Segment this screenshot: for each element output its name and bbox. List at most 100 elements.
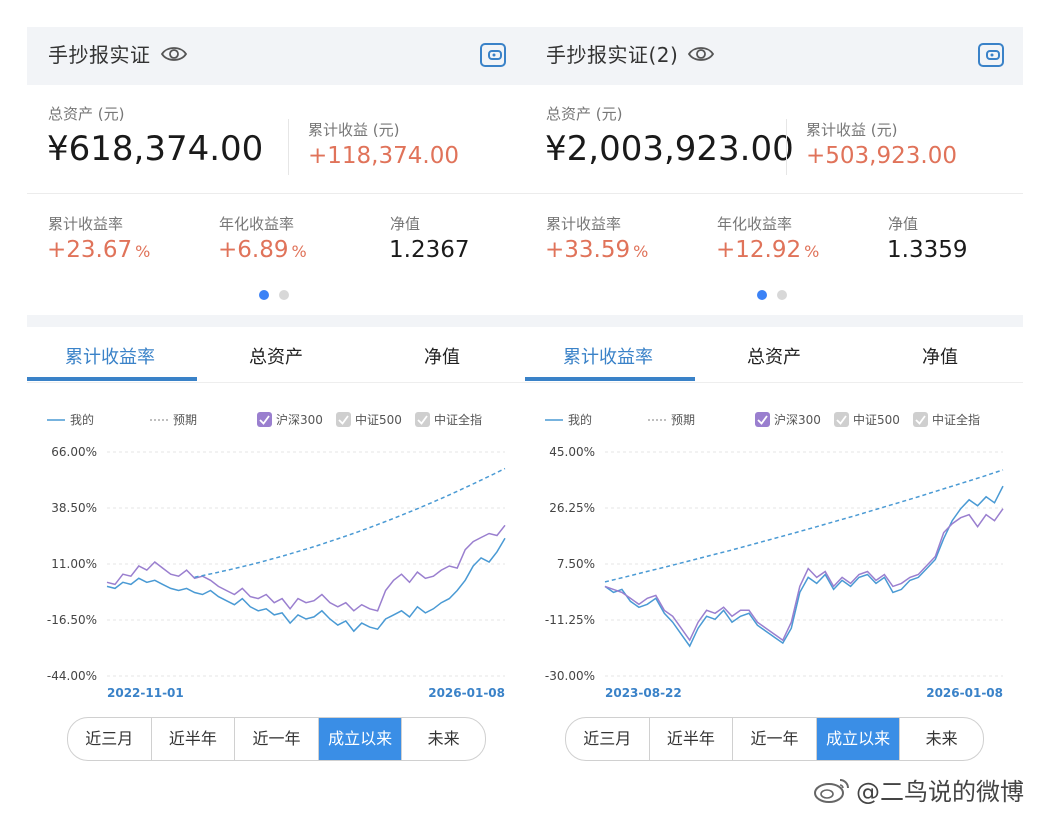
checkbox-icon[interactable] [336, 412, 351, 427]
series-line-mine [106, 537, 506, 633]
check-icon [757, 415, 768, 425]
eye-icon[interactable] [160, 45, 187, 63]
legend-checkbox-zz500[interactable]: 中证500 [834, 412, 900, 427]
legend-checkbox-zz500[interactable]: 中证500 [336, 412, 402, 427]
divider [288, 119, 289, 175]
y-tick-label: 66.00% [51, 445, 97, 459]
section-gap [27, 315, 525, 327]
x-end-label: 2026-01-08 [428, 686, 505, 700]
check-icon [915, 415, 926, 425]
x-start-label: 2022-11-01 [107, 686, 184, 700]
range-button-1y[interactable]: 近一年 [733, 718, 817, 760]
divider [786, 119, 787, 175]
chart-tabs: 累计收益率 总资产 净值 [27, 327, 525, 383]
legend-label-hs300: 沪深300 [276, 413, 323, 427]
legend-checkbox-zzqz[interactable]: 中证全指 [415, 412, 482, 427]
legend-label-hs300: 沪深300 [774, 413, 821, 427]
y-tick-label: 11.00% [51, 557, 97, 571]
series-line-expected [604, 469, 1004, 583]
legend-checkbox-hs300[interactable]: 沪深300 [257, 412, 323, 427]
nav-value: 1.3359 [887, 237, 968, 263]
total-assets-label: 总资产 (元) [546, 105, 623, 123]
wallet-icon[interactable] [479, 41, 507, 69]
checkbox-icon[interactable] [415, 412, 430, 427]
range-selector: 近三月 近半年 近一年 成立以来 未来 [67, 717, 486, 761]
legend-label-mine: 我的 [70, 412, 94, 427]
checkbox-icon[interactable] [257, 412, 272, 427]
tab-cumulative-rate[interactable]: 累计收益率 [65, 347, 155, 368]
x-start-label: 2023-08-22 [605, 686, 682, 700]
annual-rate-label: 年化收益率 [717, 215, 793, 233]
range-button-3m[interactable]: 近三月 [566, 718, 650, 760]
y-tick-label: -30.00% [545, 669, 595, 683]
check-icon [417, 415, 428, 425]
legend-checkbox-hs300[interactable]: 沪深300 [755, 412, 821, 427]
checkbox-icon[interactable] [834, 412, 849, 427]
range-button-future[interactable]: 未来 [925, 729, 958, 748]
range-button-since-inception[interactable]: 成立以来 [816, 718, 901, 760]
legend-label-expected: 预期 [173, 413, 197, 427]
tab-underline [525, 377, 695, 381]
annual-rate-value: +6.89% [218, 237, 307, 263]
checkbox-icon[interactable] [913, 412, 928, 427]
range-button-3m[interactable]: 近三月 [68, 718, 152, 760]
y-tick-label: 38.50% [51, 501, 97, 515]
account-title: 手抄报实证 [48, 43, 151, 67]
range-button-future[interactable]: 未来 [427, 729, 460, 748]
carousel-dot-active[interactable] [259, 290, 269, 300]
account-header: 手抄报实证 [27, 27, 525, 85]
series-line-expected [194, 467, 506, 578]
check-icon [836, 415, 847, 425]
nav-label: 净值 [390, 215, 421, 233]
account-panel-1: 手抄报实证 总资产 (元) ¥618,374.00 累计收益 (元) +118,… [27, 0, 525, 818]
range-button-1y[interactable]: 近一年 [235, 718, 319, 760]
x-end-label: 2026-01-08 [926, 686, 1003, 700]
chart-legend: 我的 预期 沪深300 中证500 中证全指 [545, 412, 980, 427]
return-chart: 我的 预期 沪深300 中证500 中证全指 66.00% 38.50% 11.00% -16.… [47, 412, 506, 700]
total-assets-value: ¥618,374.00 [47, 129, 264, 169]
carousel-dots[interactable] [757, 290, 787, 300]
tab-nav[interactable]: 净值 [424, 347, 460, 368]
carousel-dot[interactable] [777, 290, 787, 300]
legend-label-zzqz: 中证全指 [434, 412, 482, 427]
range-button-6m[interactable]: 近半年 [650, 718, 734, 760]
section-gap [525, 315, 1023, 327]
cumulative-profit-value: +503,923.00 [806, 143, 957, 169]
y-tick-label: -11.25% [545, 613, 595, 627]
carousel-dot[interactable] [279, 290, 289, 300]
y-tick-label: 26.25% [549, 501, 595, 515]
tab-cumulative-rate[interactable]: 累计收益率 [563, 347, 653, 368]
nav-value: 1.2367 [389, 237, 470, 263]
divider [27, 193, 525, 194]
legend-label-mine: 我的 [568, 412, 592, 427]
nav-label: 净值 [888, 215, 919, 233]
tab-nav[interactable]: 净值 [922, 347, 958, 368]
eye-icon[interactable] [688, 45, 715, 63]
tab-total-assets[interactable]: 总资产 [747, 347, 801, 368]
account-summary: 总资产 (元) ¥2,003,923.00 累计收益 (元) +503,923.… [525, 85, 1023, 315]
series-line-hs300 [604, 508, 1004, 642]
chart-legend: 我的 预期 沪深300 中证500 中证全指 [47, 412, 482, 427]
legend-label-zzqz: 中证全指 [932, 412, 980, 427]
account-panel-2: 手抄报实证(2) 总资产 (元) ¥2,003,923.00 累计收益 (元) … [525, 0, 1023, 818]
cumulative-profit-value: +118,374.00 [308, 143, 459, 169]
carousel-dot-active[interactable] [757, 290, 767, 300]
tab-total-assets[interactable]: 总资产 [249, 347, 303, 368]
watermark-text: @二鸟说的微博 [856, 778, 1024, 806]
cumulative-rate-label: 累计收益率 [546, 215, 622, 233]
range-button-6m[interactable]: 近半年 [152, 718, 236, 760]
legend-label-zz500: 中证500 [853, 412, 900, 427]
carousel-dots[interactable] [259, 290, 289, 300]
watermark: @二鸟说的微博 [812, 772, 1024, 807]
y-tick-label: 45.00% [549, 445, 595, 459]
checkbox-icon[interactable] [755, 412, 770, 427]
range-button-since-inception[interactable]: 成立以来 [318, 718, 403, 760]
cumulative-profit-label: 累计收益 (元) [308, 121, 400, 139]
legend-label-expected: 预期 [671, 413, 695, 427]
account-summary: 总资产 (元) ¥618,374.00 累计收益 (元) +118,374.00… [27, 85, 525, 315]
cumulative-rate-value: +23.67% [47, 237, 151, 263]
wallet-icon[interactable] [977, 41, 1005, 69]
legend-checkbox-zzqz[interactable]: 中证全指 [913, 412, 980, 427]
series-line-mine [604, 485, 1004, 648]
account-title: 手抄报实证(2) [546, 43, 679, 67]
